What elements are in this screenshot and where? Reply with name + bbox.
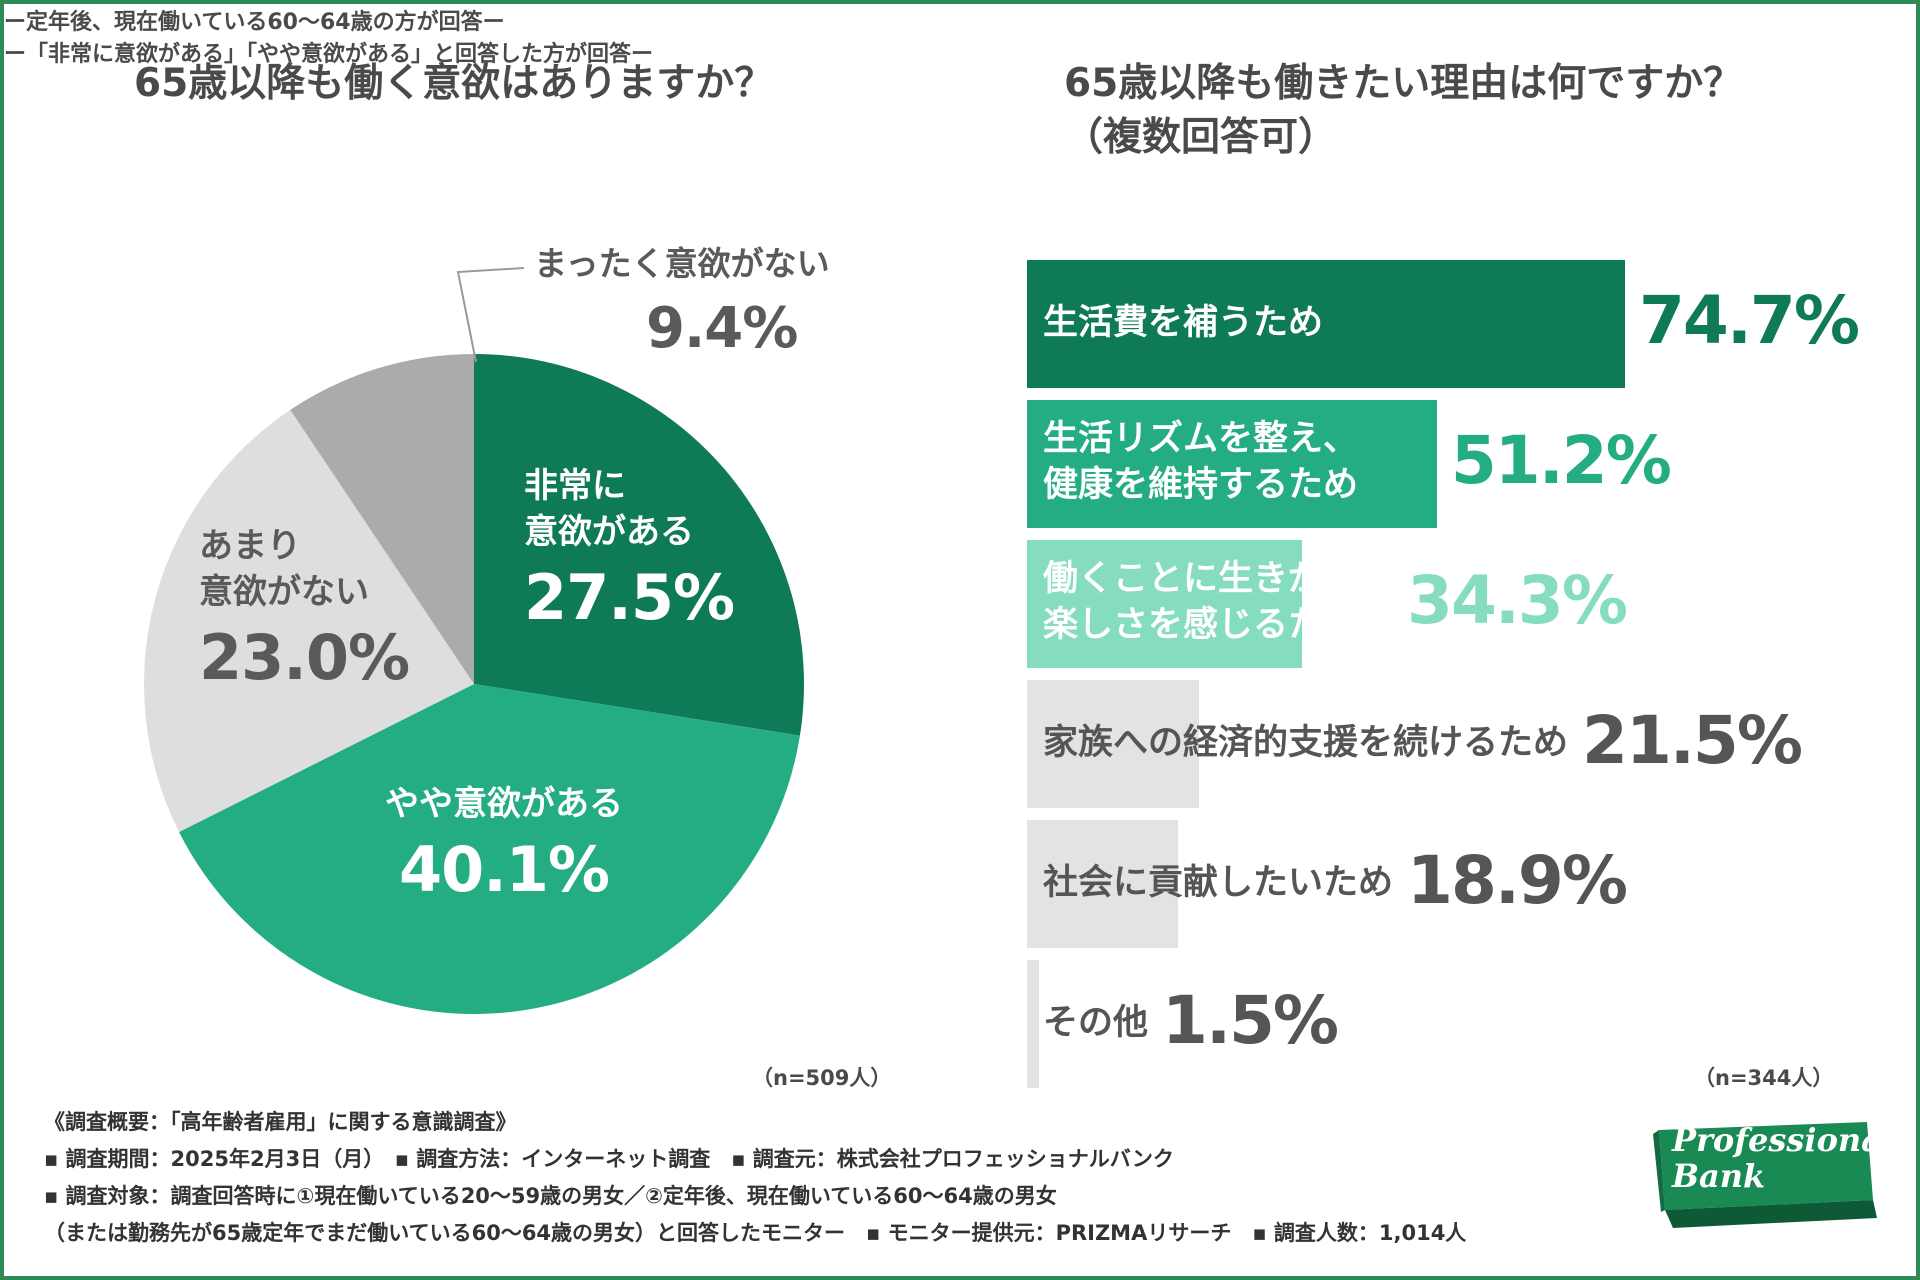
bar-label: 社会に貢献したいため	[1043, 860, 1393, 906]
pie-label-very-willing: 非常に 意欲がある 27.5%	[524, 464, 744, 639]
survey-overview-line: ▪ 調査対象：調査回答時に①現在働いている20〜59歳の男女／②定年後、現在働い…	[44, 1184, 1057, 1208]
survey-overview-line: （または勤務先が65歳定年でまだ働いている60〜64歳の男女）と回答したモニター…	[44, 1221, 1467, 1245]
bar-contribute-society: 社会に貢献したいため	[1027, 820, 1887, 948]
professional-bank-logo	[1653, 1122, 1877, 1228]
pie-slice-somewhat-willing	[179, 684, 800, 1014]
bar-value-label: 74.7%	[1639, 282, 1860, 359]
pie-slice-very-willing	[474, 354, 804, 736]
pie-chart-title: 65歳以降も働く意欲はありますか？	[134, 61, 774, 106]
pie-chart-subtitle: ー定年後、現在働いている60〜64歳の方が回答ー	[4, 10, 505, 35]
pie-value-label: 27.5%	[524, 560, 735, 634]
bar-fill	[1027, 540, 1302, 668]
survey-overview-heading: 《調査概要：「高年齢者雇用」に関する意識調査》	[44, 1110, 517, 1134]
bar-value-label: 18.9%	[1407, 842, 1628, 919]
pie-label-text: まったく意欲がない	[534, 244, 830, 283]
bar-fill	[1027, 820, 1179, 948]
bar-label: 家族への経済的支援を続けるため	[1043, 720, 1568, 766]
bar-fill	[1027, 400, 1437, 528]
bar-label: その他	[1043, 1000, 1148, 1046]
pie-leader-line	[456, 267, 525, 363]
bar-living-expenses: 生活費を補うため	[1027, 260, 1887, 388]
bar-value-label: 51.2%	[1450, 422, 1672, 499]
pie-label-text: やや意欲がある	[385, 784, 623, 824]
pie-label-text: あまり	[199, 526, 301, 566]
pie-slice-not-very-willing	[144, 409, 475, 832]
bar-sample-size: （n=344人）	[1694, 1066, 1834, 1090]
logo-text-line: Bank	[1672, 1157, 1766, 1195]
bar-value-label: 1.5%	[1162, 982, 1339, 1059]
bar-fill	[1027, 260, 1625, 388]
bar-label-line: 働くことに生きがいや	[1043, 559, 1394, 599]
bar-chart-title: 65歳以降も働きたい理由は何ですか？	[1064, 61, 1743, 106]
bar-value-label: 21.5%	[1582, 702, 1803, 779]
bar-family-support: 家族への経済的支援を続けるため	[1027, 680, 1887, 808]
bar-chart-title-note: （複数回答可）	[1064, 115, 1338, 160]
pie-label-somewhat-willing: やや意欲がある 40.1%	[324, 782, 684, 912]
pie-label-not-willing: まったく意欲がない 9.4%	[534, 242, 894, 366]
pie-sample-size: （n=509人）	[752, 1066, 892, 1090]
pie-label-not-very-willing: あまり 意欲がない 23.0%	[199, 524, 429, 699]
bar-health-rhythm: 生活リズムを整え、 健康を維持するため	[1027, 400, 1887, 528]
bar-label-line: 社会に貢献したいため	[1043, 863, 1394, 903]
pie-value-label: 40.1%	[398, 832, 610, 906]
logo-text-line: Professional	[1672, 1121, 1895, 1159]
bar-label: 生活リズムを整え、 健康を維持するため	[1043, 416, 1358, 508]
bar-label-line: 生活費を補うため	[1043, 303, 1324, 343]
bar-label-line: 家族への経済的支援を続けるため	[1043, 723, 1569, 763]
bar-label-line: 生活リズムを整え、	[1043, 419, 1359, 459]
survey-overview-line: ▪ 調査期間：2025年2月3日（月） ▪ 調査方法：インターネット調査 ▪ 調…	[44, 1147, 1174, 1171]
bar-chart-subtitle: ー「非常に意欲がある」「やや意欲がある」と回答した方が回答ー	[4, 42, 654, 67]
bar-label: 生活費を補うため	[1043, 300, 1323, 346]
logo-wordmark: Professional Bank	[1672, 1122, 1894, 1194]
bar-label-line: 楽しさを感じるため	[1043, 605, 1359, 646]
survey-overview: 《調査概要：「高年齢者雇用」に関する意識調査》 ▪ 調査期間：2025年2月3日…	[44, 1104, 1644, 1252]
pie-slice-not-willing	[290, 354, 474, 684]
bar-other: その他	[1027, 960, 1887, 1088]
bar-label: 働くことに生きがいや 楽しさを感じるため	[1043, 556, 1393, 648]
bar-label-line: 健康を維持するため	[1043, 465, 1359, 506]
pie-chart	[144, 267, 804, 1014]
bar-value-label: 34.3%	[1407, 562, 1628, 639]
pie-label-text: 非常に	[524, 466, 626, 506]
bar-purpose-enjoyment: 働くことに生きがいや 楽しさを感じるため	[1027, 540, 1887, 668]
pie-label-text: 意欲がある	[524, 511, 694, 552]
bar-label-line: その他	[1043, 1003, 1149, 1043]
pie-label-text: 意欲がない	[199, 571, 369, 612]
pie-value-label: 23.0%	[199, 620, 410, 694]
pie-value-label: 9.4%	[646, 295, 798, 361]
bar-fill	[1027, 680, 1200, 808]
bar-fill	[1027, 960, 1039, 1088]
